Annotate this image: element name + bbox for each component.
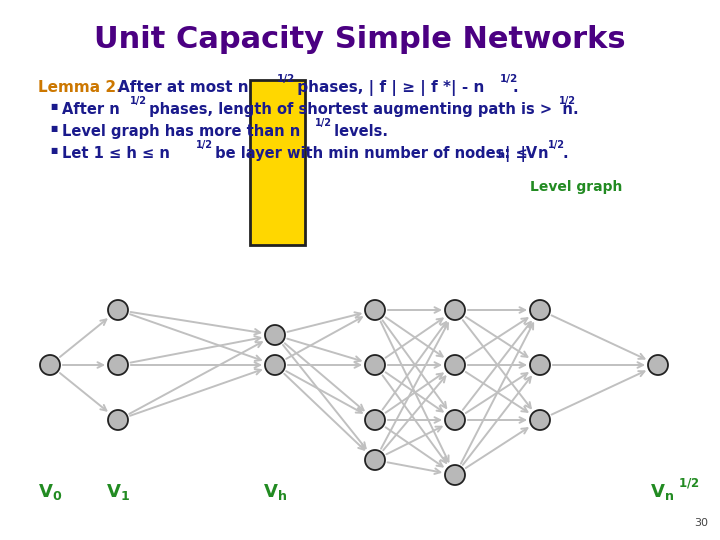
Circle shape — [365, 355, 385, 375]
Circle shape — [108, 410, 128, 430]
Text: 30: 30 — [694, 518, 708, 528]
Text: 1/2: 1/2 — [130, 96, 147, 106]
Text: 1/2: 1/2 — [500, 74, 518, 84]
Text: 1/2: 1/2 — [315, 118, 332, 128]
Circle shape — [530, 410, 550, 430]
Circle shape — [445, 355, 465, 375]
Text: 1/2: 1/2 — [548, 140, 565, 150]
Circle shape — [530, 355, 550, 375]
Circle shape — [530, 300, 550, 320]
Circle shape — [108, 300, 128, 320]
Text: $\mathbf{1/2}$: $\mathbf{1/2}$ — [678, 476, 699, 490]
Text: $\mathbf{V_0}$: $\mathbf{V_0}$ — [38, 482, 62, 502]
Text: 1/2: 1/2 — [559, 96, 576, 106]
Text: $\mathbf{V_1}$: $\mathbf{V_1}$ — [106, 482, 130, 502]
Text: Level graph: Level graph — [530, 180, 622, 194]
Circle shape — [265, 325, 285, 345]
Text: After n: After n — [62, 102, 120, 117]
Text: Let 1 ≤ h ≤ n: Let 1 ≤ h ≤ n — [62, 146, 170, 161]
Text: ■: ■ — [50, 146, 58, 155]
Text: 1/2: 1/2 — [196, 140, 213, 150]
Text: | ≤  n: | ≤ n — [505, 146, 549, 162]
Text: Unit Capacity Simple Networks: Unit Capacity Simple Networks — [94, 25, 626, 54]
Circle shape — [365, 450, 385, 470]
Text: ■: ■ — [50, 124, 58, 133]
Text: phases, length of shortest augmenting path is >  n: phases, length of shortest augmenting pa… — [144, 102, 573, 117]
Text: levels.: levels. — [329, 124, 388, 139]
Bar — [250, 80, 305, 245]
Text: be layer with min number of nodes:  |V: be layer with min number of nodes: |V — [210, 146, 537, 162]
Text: h: h — [497, 150, 504, 160]
Text: ■: ■ — [50, 102, 58, 111]
Circle shape — [365, 300, 385, 320]
Circle shape — [445, 465, 465, 485]
Text: Lemma 2.: Lemma 2. — [38, 80, 122, 95]
Text: After at most n: After at most n — [118, 80, 248, 95]
Text: Level graph has more than n: Level graph has more than n — [62, 124, 300, 139]
Circle shape — [445, 300, 465, 320]
Circle shape — [40, 355, 60, 375]
Text: .: . — [513, 80, 518, 95]
Text: .: . — [562, 146, 567, 161]
Text: $\mathbf{V_n}$: $\mathbf{V_n}$ — [650, 482, 674, 502]
Circle shape — [648, 355, 668, 375]
Circle shape — [108, 355, 128, 375]
Text: 1/2: 1/2 — [277, 74, 295, 84]
Text: $\mathbf{V_h}$: $\mathbf{V_h}$ — [263, 482, 287, 502]
Circle shape — [265, 355, 285, 375]
Text: .: . — [573, 102, 579, 117]
Circle shape — [445, 410, 465, 430]
Text: phases, | f | ≥ | f *| - n: phases, | f | ≥ | f *| - n — [292, 80, 485, 96]
Circle shape — [365, 410, 385, 430]
